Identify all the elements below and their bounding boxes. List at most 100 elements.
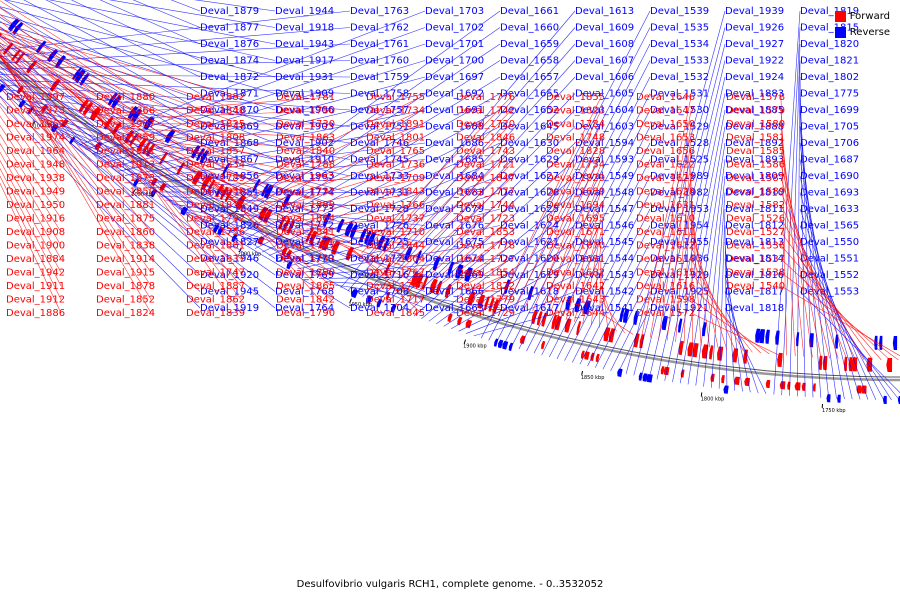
forward-gene-label: Deval_1540 — [726, 281, 785, 292]
reverse-gene-label: Deval_1745 — [350, 155, 409, 166]
leader-line — [690, 218, 719, 349]
reverse-feature — [508, 342, 514, 352]
forward-feature — [536, 311, 543, 326]
reverse-gene-label: Deval_1633 — [800, 204, 859, 215]
leader-line — [724, 307, 767, 394]
leader-line — [425, 204, 512, 279]
reverse-gene-label: Deval_1918 — [275, 23, 334, 34]
reverse-gene-label: Deval_1657 — [500, 72, 559, 83]
reverse-gene-label: Deval_1821 — [800, 56, 859, 67]
leader-line — [362, 60, 576, 297]
tick-mark — [463, 339, 466, 344]
leader-line — [7, 41, 242, 138]
reverse-gene-label: Deval_1885 — [725, 105, 784, 116]
leader-line — [780, 137, 813, 358]
forward-gene-label: Deval_1644 — [546, 308, 605, 319]
reverse-gene-label: Deval_1769 — [275, 270, 334, 281]
reverse-gene-label: Deval_1963 — [275, 171, 334, 182]
reverse-gene-label: Deval_1625 — [500, 204, 559, 215]
legend: Forward Reverse — [834, 8, 890, 40]
leader-line — [799, 258, 892, 401]
reverse-feature — [71, 67, 82, 81]
leader-line — [391, 126, 576, 309]
leader-line — [679, 126, 726, 384]
leader-line — [571, 208, 651, 363]
leader-line — [773, 10, 801, 395]
leader-line — [398, 142, 576, 311]
forward-gene-label: Deval_1838 — [96, 241, 155, 252]
leader-line — [780, 110, 796, 357]
leader-line — [533, 126, 651, 354]
reverse-gene-label: Deval_1892 — [725, 138, 784, 149]
reverse-gene-label: Deval_1874 — [200, 56, 259, 67]
reverse-gene-label: Deval_1733 — [350, 171, 409, 182]
leader-line — [799, 76, 806, 397]
forward-gene-label: Deval_1732 — [276, 187, 335, 198]
leader-line — [797, 60, 801, 397]
forward-gene-label: Deval_1839 — [186, 308, 245, 319]
leader-line — [582, 231, 602, 324]
leader-line — [599, 258, 602, 328]
reverse-feature — [464, 267, 473, 282]
leader-line — [649, 110, 692, 338]
forward-gene-label: Deval_1723 — [456, 214, 515, 225]
leader-line — [0, 54, 201, 210]
leader-line — [618, 307, 651, 373]
reverse-feature — [111, 94, 122, 109]
reverse-feature — [758, 328, 766, 344]
leader-line — [221, 186, 332, 314]
leader-line — [0, 55, 152, 260]
leader-line — [0, 86, 62, 165]
leader-line — [0, 102, 201, 309]
forward-gene-label: Deval_1727 — [456, 254, 515, 265]
forward-gene-label: Deval_1882 — [186, 92, 245, 103]
forward-gene-label: Deval_1752 — [276, 173, 335, 184]
reverse-feature — [365, 294, 373, 304]
forward-gene-label: Deval_1670 — [546, 241, 605, 252]
leader-line — [602, 274, 651, 370]
leader-line — [526, 109, 651, 352]
reverse-gene-label: Deval_1813 — [725, 237, 784, 248]
forward-feature — [564, 318, 572, 333]
leader-line — [0, 159, 62, 273]
forward-gene-label: Deval_1808 — [186, 133, 245, 144]
forward-gene-label: Deval_1748 — [546, 133, 605, 144]
forward-gene-label: Deval_1631 — [636, 200, 695, 211]
reverse-gene-label: Deval_1684 — [425, 171, 484, 182]
leader-line — [369, 76, 576, 300]
reverse-feature — [702, 322, 707, 337]
reverse-gene-label: Deval_1659 — [500, 39, 559, 50]
reverse-gene-label: Deval_1603 — [575, 122, 634, 133]
leader-line — [176, 160, 332, 233]
tick-label: 1900 kbp — [463, 343, 487, 349]
leader-line — [573, 218, 602, 322]
forward-gene-label: Deval_1587 — [726, 173, 785, 184]
forward-feature — [608, 328, 616, 343]
leader-line — [690, 272, 753, 353]
reverse-gene-label: Deval_1751 — [350, 122, 409, 133]
forward-gene-label: Deval_1694 — [546, 200, 605, 211]
leader-line — [259, 150, 422, 207]
leader-line — [385, 137, 512, 263]
forward-gene-label: Deval_1841 — [276, 227, 335, 238]
forward-gene-label: Deval_1614 — [636, 254, 695, 265]
forward-gene-label: Deval_1646 — [636, 92, 695, 103]
leader-line — [290, 204, 422, 222]
leader-line — [523, 137, 602, 310]
reverse-gene-label: Deval_1945 — [200, 287, 259, 298]
forward-gene-label: Deval_1784 — [546, 119, 605, 130]
reverse-gene-label: Deval_1693 — [800, 188, 859, 199]
tick-mark — [32, 120, 36, 125]
leader-line — [0, 71, 276, 243]
forward-gene-label: Deval_1822 — [456, 281, 515, 292]
forward-gene-label: Deval_1536 — [726, 241, 785, 252]
leader-line — [406, 159, 576, 314]
reverse-gene-label: Deval_1762 — [350, 23, 409, 34]
leader-line — [3, 88, 351, 127]
leader-line — [491, 299, 512, 314]
reverse-gene-label: Deval_1606 — [575, 72, 634, 83]
forward-gene-label: Deval_1628 — [636, 187, 695, 198]
forward-label: Forward — [849, 10, 890, 22]
forward-feature — [444, 283, 452, 299]
leader-line — [219, 43, 501, 231]
